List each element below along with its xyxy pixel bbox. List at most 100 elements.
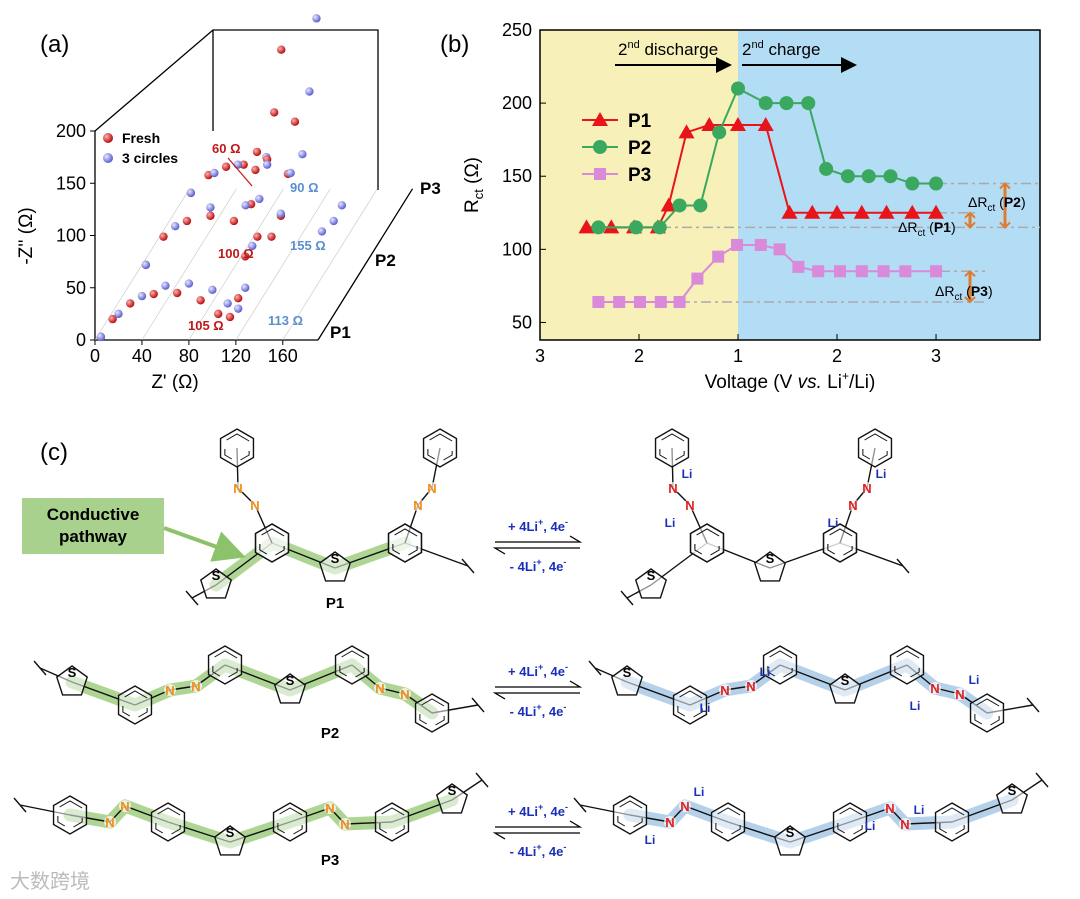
- atom-label: N: [413, 498, 422, 513]
- x-tick-label: 3: [931, 346, 941, 366]
- text-part: - 4Li: [510, 844, 537, 859]
- data-point: [248, 241, 257, 251]
- equilibrium-arrow: [492, 692, 580, 700]
- data-point: [819, 161, 834, 176]
- text-part: -: [563, 842, 566, 852]
- data-point: [172, 288, 182, 298]
- atom-label: N: [250, 498, 259, 513]
- chain-end: [471, 697, 485, 713]
- x-tick-label: 80: [179, 346, 199, 366]
- callout-text: pathway: [59, 527, 128, 546]
- data-point: [930, 265, 943, 278]
- delta-label: ΔRct (P3): [935, 283, 993, 303]
- atom-bg: [884, 802, 896, 814]
- text-part: , 4e: [542, 844, 564, 859]
- text-part: -: [565, 517, 568, 527]
- chain-end: [461, 558, 475, 574]
- x-tick-label: 160: [268, 346, 298, 366]
- ring-inner: [427, 433, 453, 463]
- data-point: [290, 117, 300, 126]
- text-part: -: [563, 702, 566, 712]
- data-point: [678, 124, 695, 139]
- thiophene-ring: [773, 825, 807, 856]
- benzene-ring: [387, 523, 423, 563]
- data-point: [137, 291, 147, 301]
- text-part: nd: [627, 39, 639, 51]
- callout-text: Conductive: [47, 505, 140, 524]
- ring-inner: [339, 650, 365, 680]
- plot-frame: [539, 29, 1041, 341]
- ring-inner: [224, 433, 250, 463]
- atom-label: S: [766, 551, 775, 566]
- data-point: [861, 169, 876, 184]
- chain-end: [185, 590, 199, 606]
- atom-label: N: [900, 817, 909, 832]
- delta-arrowhead: [964, 269, 976, 304]
- thiophene-ring: [435, 783, 469, 814]
- data-point: [241, 252, 250, 261]
- atom-bg: [954, 688, 966, 700]
- reaction-label: - 4Li+, 4e-: [510, 842, 567, 859]
- atom-label: S: [1008, 783, 1017, 798]
- ring-inner: [659, 433, 685, 463]
- data-point: [877, 265, 890, 278]
- benzene-ring: [934, 802, 970, 842]
- text-part: , 4e: [543, 519, 565, 534]
- data-point: [206, 211, 215, 220]
- atom-label: S: [786, 825, 795, 840]
- delta-label: ΔRct (P2): [968, 194, 1026, 214]
- text-part: -: [565, 802, 568, 812]
- y-tick-label: 150: [56, 173, 86, 193]
- atom-label: S: [212, 568, 221, 583]
- y-tick-label: 100: [502, 239, 532, 259]
- atom-label: N: [685, 498, 694, 513]
- x-tick-label: 40: [132, 346, 152, 366]
- text-part: ct: [987, 203, 995, 214]
- benzene-ring: [374, 802, 410, 842]
- chain-end: [620, 590, 634, 606]
- text-part: P2: [1004, 194, 1021, 210]
- chain-end: [1035, 772, 1049, 788]
- data-point: [754, 238, 767, 251]
- data-point: [712, 250, 725, 263]
- equilibrium-arrow: [495, 680, 583, 688]
- atom-label: N: [340, 817, 349, 832]
- data-point: [229, 216, 239, 226]
- x-tick-label: 2: [832, 346, 842, 366]
- ring-inner: [379, 807, 405, 837]
- atom-label: Li: [914, 803, 925, 817]
- data-point: [221, 162, 231, 171]
- data-point: [161, 281, 170, 290]
- benzene-ring: [857, 428, 893, 468]
- legend-label: Fresh: [122, 130, 160, 146]
- atom-label: S: [647, 568, 656, 583]
- atom-label: Li: [876, 467, 887, 481]
- text-part: Voltage (V: [705, 372, 798, 393]
- atom-label: Li: [694, 785, 705, 799]
- delta-arrowhead: [999, 182, 1011, 229]
- chain-end: [573, 797, 587, 813]
- data-point: [329, 216, 338, 226]
- atom-label: N: [325, 801, 334, 816]
- text-part: 2: [742, 40, 751, 59]
- benzene-ring: [654, 428, 690, 468]
- data-point: [928, 204, 945, 219]
- atom-bg: [339, 818, 351, 830]
- reaction-label: - 4Li+, 4e-: [510, 557, 567, 574]
- text-part: nd: [751, 39, 763, 51]
- text-part: charge: [764, 40, 821, 59]
- benzene-ring: [422, 428, 458, 468]
- data-point: [206, 203, 215, 212]
- thiophene-ring: [634, 568, 668, 599]
- impedance-label: 105 Ω: [188, 318, 224, 333]
- phase-label: 2nd discharge: [618, 39, 718, 59]
- atom-label: Li: [910, 699, 921, 713]
- data-point: [613, 295, 626, 308]
- data-point: [286, 168, 295, 178]
- text-part: ct: [917, 228, 925, 239]
- atom-bg: [104, 816, 116, 828]
- text-part: ct: [471, 189, 486, 200]
- thiophene-ring: [55, 665, 89, 696]
- ring-inner: [392, 528, 418, 558]
- data-point: [241, 201, 250, 210]
